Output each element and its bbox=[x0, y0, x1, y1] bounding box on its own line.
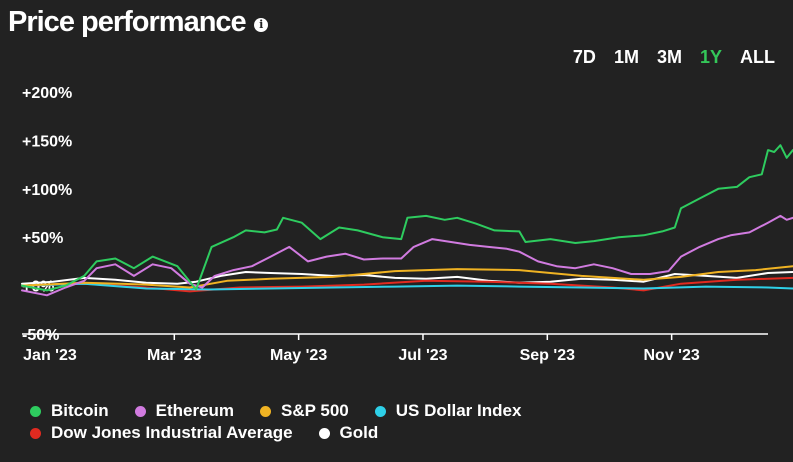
x-tick-label: Jul '23 bbox=[398, 347, 447, 364]
legend-label: Bitcoin bbox=[51, 401, 109, 420]
legend-dot-icon bbox=[318, 427, 330, 439]
legend-dot-icon bbox=[374, 405, 386, 417]
legend-item-us-dollar-index[interactable]: US Dollar Index bbox=[374, 401, 522, 420]
price-performance-chart: +200%+150%+100%+50%+0%-50%Jan '23 Mar '23… bbox=[21, 85, 793, 364]
x-tick-label: Jan '23 bbox=[23, 347, 77, 364]
chart-title-text: Price performance bbox=[8, 6, 247, 38]
series-line-ethereum[interactable] bbox=[21, 214, 793, 297]
y-tick-label: +100% bbox=[22, 182, 72, 199]
series-line-us-dollar-index[interactable] bbox=[21, 282, 793, 291]
chart-title: Price performance i bbox=[8, 6, 268, 39]
series-line-s-p-500[interactable] bbox=[21, 265, 793, 289]
y-tick-label: +200% bbox=[22, 85, 72, 102]
x-tick-label: May '23 bbox=[270, 347, 327, 364]
legend-item-gold[interactable]: Gold bbox=[318, 423, 379, 442]
range-1m[interactable]: 1M bbox=[613, 47, 639, 67]
legend-dot-icon bbox=[260, 405, 272, 417]
y-tick-label: -50% bbox=[22, 327, 59, 344]
series-line-gold[interactable] bbox=[21, 271, 793, 285]
legend-label: S&P 500 bbox=[281, 401, 349, 420]
legend-item-ethereum[interactable]: Ethereum bbox=[134, 401, 235, 420]
range-7d[interactable]: 7D bbox=[572, 47, 596, 67]
legend-dot-icon bbox=[30, 427, 41, 439]
range-1y[interactable]: 1Y bbox=[699, 47, 722, 67]
y-tick-label: +150% bbox=[22, 133, 72, 150]
range-all[interactable]: ALL bbox=[740, 47, 775, 67]
range-3m[interactable]: 3M bbox=[656, 47, 682, 67]
series-line-bitcoin[interactable] bbox=[21, 144, 793, 292]
legend-label: US Dollar Index bbox=[395, 401, 522, 420]
x-tick-label: Mar '23 bbox=[147, 347, 202, 364]
chart-legend: Bitcoin Ethereum S&P 500 US Dollar Index… bbox=[30, 401, 730, 442]
legend-item-bitcoin[interactable]: Bitcoin bbox=[30, 401, 109, 420]
x-tick-label: Nov '23 bbox=[644, 347, 700, 364]
legend-label: Gold bbox=[339, 423, 379, 442]
legend-label: Ethereum bbox=[155, 401, 235, 420]
time-range-selector: 7D 1M 3M 1Y ALL bbox=[573, 47, 775, 68]
legend-item-sp500[interactable]: S&P 500 bbox=[260, 401, 349, 420]
legend-label: Dow Jones Industrial Average bbox=[51, 423, 293, 442]
legend-dot-icon bbox=[134, 405, 146, 417]
x-tick-label: Sep '23 bbox=[520, 347, 575, 364]
y-tick-label: +50% bbox=[22, 230, 63, 247]
legend-item-dow-jones[interactable]: Dow Jones Industrial Average bbox=[30, 423, 293, 442]
legend-dot-icon bbox=[30, 405, 41, 417]
info-icon[interactable]: i bbox=[253, 17, 268, 32]
